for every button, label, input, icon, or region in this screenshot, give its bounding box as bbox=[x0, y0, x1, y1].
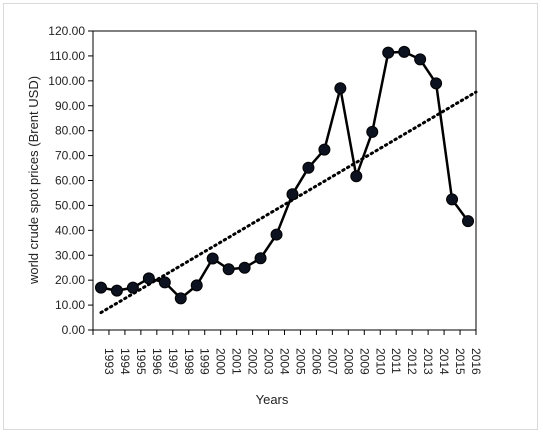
x-tick-label: 1993 bbox=[102, 348, 116, 375]
x-tick-label: 1997 bbox=[166, 348, 180, 375]
y-tick-label: 80.00 bbox=[55, 124, 85, 138]
y-tick-label: 10.00 bbox=[55, 298, 85, 312]
x-tick-label: 1995 bbox=[134, 348, 148, 375]
trendline bbox=[99, 90, 478, 315]
x-tick-label: 2006 bbox=[309, 348, 323, 375]
data-point bbox=[94, 281, 107, 294]
data-point bbox=[430, 77, 443, 90]
data-point bbox=[190, 279, 203, 292]
x-tick-label: 2011 bbox=[389, 348, 403, 374]
data-point bbox=[174, 292, 187, 305]
x-tick-label: 1996 bbox=[150, 348, 164, 375]
y-tick-label: 40.00 bbox=[55, 223, 85, 237]
x-tick-label: 2007 bbox=[325, 348, 339, 375]
x-axis-label: Years bbox=[256, 392, 289, 407]
x-tick-label: 2000 bbox=[214, 348, 228, 375]
x-tick-label: 1999 bbox=[198, 348, 212, 375]
y-tick-label: 60.00 bbox=[55, 174, 85, 188]
y-tick-label: 90.00 bbox=[55, 99, 85, 113]
data-point bbox=[318, 143, 331, 156]
x-tick-label: 2013 bbox=[421, 348, 435, 375]
y-tick-label: 20.00 bbox=[55, 273, 85, 287]
x-tick-label: 2001 bbox=[230, 348, 244, 375]
data-point bbox=[270, 228, 283, 241]
data-point bbox=[158, 276, 171, 289]
data-point bbox=[414, 53, 427, 66]
data-point bbox=[302, 161, 315, 174]
y-tick-label: 0.00 bbox=[62, 323, 86, 337]
chart-frame bbox=[3, 3, 538, 430]
data-point bbox=[238, 261, 251, 274]
x-tick-label: 1998 bbox=[182, 348, 196, 375]
x-tick-label: 2010 bbox=[373, 348, 387, 375]
x-tick-label: 2002 bbox=[246, 348, 260, 375]
series-line bbox=[100, 50, 470, 300]
trendline-dotted bbox=[99, 90, 478, 315]
x-tick-label: 2008 bbox=[341, 348, 355, 375]
x-tick-label: 2004 bbox=[278, 348, 292, 375]
x-axis: 1993 1994 1995 1996 1997 1998 1999 2000 2001 2002… bbox=[92, 330, 483, 375]
data-point bbox=[254, 252, 267, 265]
data-point bbox=[398, 45, 411, 58]
data-point bbox=[334, 82, 347, 95]
data-point bbox=[286, 188, 299, 201]
data-point bbox=[110, 284, 123, 297]
data-point bbox=[350, 170, 363, 183]
y-tick-label: 50.00 bbox=[55, 198, 85, 212]
y-axis-label: world crude spot prices (Brent USD) bbox=[26, 76, 41, 285]
y-tick-label: 100.00 bbox=[48, 74, 85, 88]
y-tick-label: 110.00 bbox=[49, 49, 85, 63]
x-tick-label: 2003 bbox=[262, 348, 276, 375]
x-tick-label: 2014 bbox=[437, 348, 451, 375]
data-point bbox=[462, 215, 475, 228]
data-point bbox=[206, 252, 219, 265]
data-point bbox=[382, 46, 395, 59]
x-tick-label: 1994 bbox=[118, 348, 132, 375]
y-tick-label: 120.00 bbox=[48, 24, 85, 38]
data-point bbox=[142, 272, 155, 285]
y-tick-label: 70.00 bbox=[55, 149, 85, 163]
x-tick-label: 2009 bbox=[357, 348, 371, 375]
series-world-crude-prices bbox=[100, 50, 470, 300]
x-tick-label: 2012 bbox=[405, 348, 419, 375]
x-tick-label: 2005 bbox=[293, 348, 307, 375]
data-point bbox=[222, 263, 235, 276]
data-point bbox=[446, 193, 459, 206]
x-tick-label: 2015 bbox=[453, 348, 467, 375]
data-points bbox=[94, 45, 475, 305]
y-tick-label: 30.00 bbox=[55, 248, 85, 262]
data-point bbox=[126, 281, 139, 294]
x-tick-label: 2016 bbox=[469, 348, 483, 375]
data-point bbox=[366, 125, 379, 138]
